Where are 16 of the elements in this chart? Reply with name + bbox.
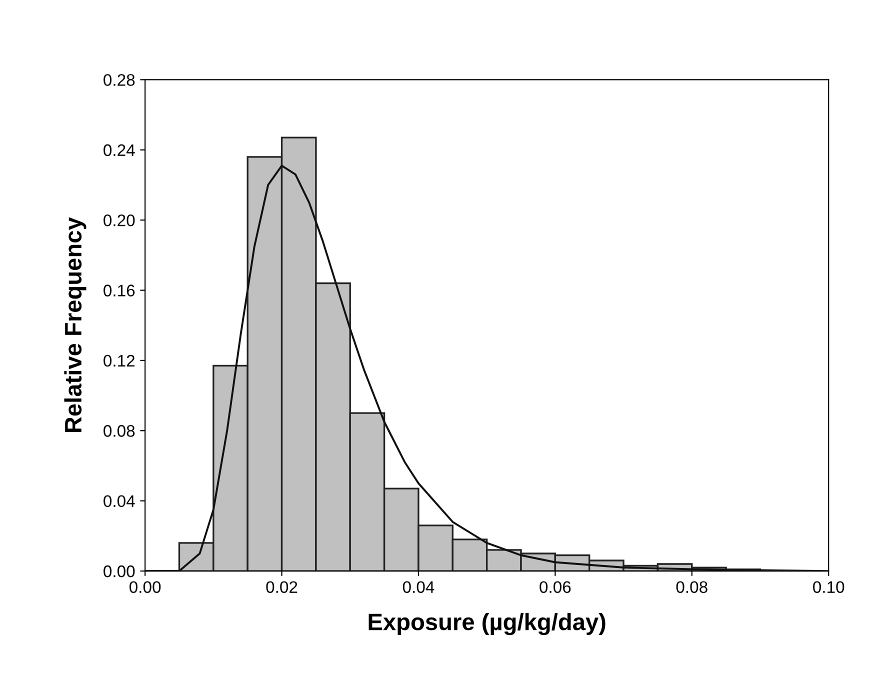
x-tick-label: 0.10 bbox=[813, 581, 844, 593]
y-tick-label: 0.16 bbox=[104, 284, 135, 296]
y-tick-label: 0.28 bbox=[104, 74, 135, 86]
y-tick-label: 0.00 bbox=[104, 565, 135, 578]
y-tick-label: 0.20 bbox=[104, 214, 135, 226]
x-tick-label: 0.04 bbox=[402, 581, 434, 593]
x-tick-label: 0.02 bbox=[266, 581, 298, 593]
y-tick-label: 0.24 bbox=[104, 144, 135, 156]
y-tick-label: 0.04 bbox=[104, 495, 135, 508]
x-tick-label: 0.08 bbox=[676, 581, 708, 593]
y-axis-title: Relative Frequency bbox=[64, 217, 86, 432]
x-tick-label: 0.06 bbox=[540, 581, 571, 593]
y-tick-label: 0.12 bbox=[104, 354, 135, 367]
y-tick-label: 0.08 bbox=[104, 425, 135, 437]
x-tick-label: 0.00 bbox=[130, 581, 161, 593]
x-axis-title: Exposure (µg/kg/day) bbox=[368, 612, 606, 636]
